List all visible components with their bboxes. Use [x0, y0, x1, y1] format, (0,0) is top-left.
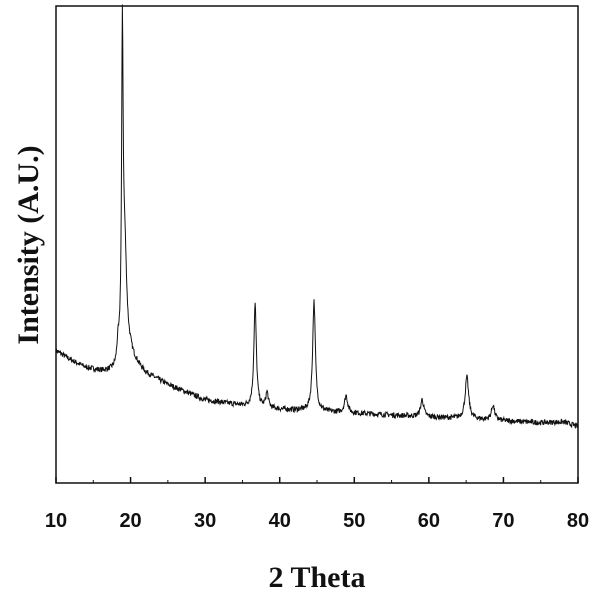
x-tick-labels: 10 20 30 40 50 60 70 80 — [45, 510, 589, 532]
x-axis-title: 2 Theta — [269, 561, 366, 594]
x-ticks — [56, 477, 578, 483]
x-tick-label-70: 70 — [492, 510, 514, 532]
plot-frame — [56, 6, 578, 483]
x-tick-label-80: 80 — [567, 510, 589, 532]
series-line — [56, 5, 578, 428]
x-tick-label-50: 50 — [343, 510, 365, 532]
x-tick-label-30: 30 — [194, 510, 216, 532]
x-tick-label-20: 20 — [119, 510, 141, 532]
x-tick-label-40: 40 — [269, 510, 291, 532]
y-axis-title: Intensity (A.U.) — [12, 145, 45, 344]
x-tick-label-60: 60 — [418, 510, 440, 532]
x-tick-label-10: 10 — [45, 510, 67, 532]
